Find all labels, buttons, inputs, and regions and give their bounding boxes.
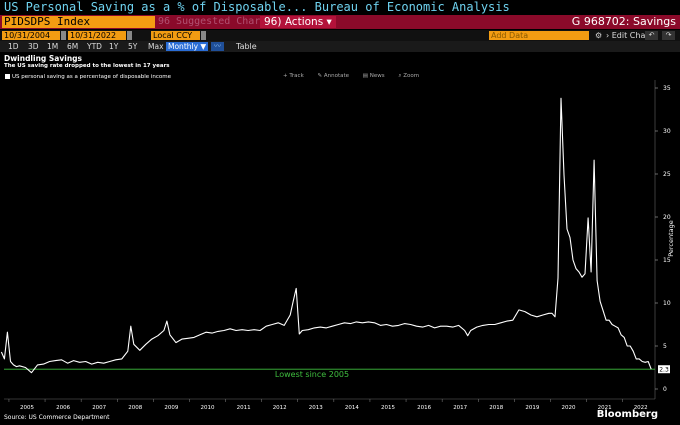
- range-bar: 1D 3D 1M 6M YTD 1Y 5Y Max Monthly ▼ 〰 Ta…: [0, 41, 680, 52]
- table-button[interactable]: Table: [236, 42, 257, 51]
- x-tick-label: 2022: [634, 405, 648, 410]
- range-max[interactable]: Max: [148, 42, 164, 51]
- x-tick-label: 2021: [598, 405, 612, 410]
- edit-chart-button[interactable]: › Edit Chart: [606, 31, 652, 40]
- forward-icon[interactable]: ↷: [662, 31, 675, 40]
- range-3d[interactable]: 3D: [28, 42, 39, 51]
- chart-title: Dwindling Savings: [4, 54, 82, 63]
- title-bar: US Personal Saving as a % of Disposable.…: [0, 0, 680, 15]
- range-ytd[interactable]: YTD: [87, 42, 102, 51]
- series-line-saving-rate: [0, 97, 652, 374]
- x-tick-label: 2020: [562, 405, 576, 410]
- last-value-tag: [658, 365, 670, 374]
- security-title: US Personal Saving as a % of Disposable.…: [4, 0, 510, 14]
- y-tick-label: 35: [663, 85, 671, 92]
- chevron-down-icon: ▼: [200, 42, 207, 51]
- annotate-label: Annotate: [323, 73, 350, 79]
- settings-icon[interactable]: ⚙: [595, 31, 603, 40]
- range-5y[interactable]: 5Y: [128, 42, 138, 51]
- legend[interactable]: US personal saving as a percentage of di…: [5, 73, 171, 81]
- y-tick-label: 10: [663, 300, 671, 307]
- end-date-input[interactable]: 10/31/2022: [68, 31, 126, 40]
- range-1d[interactable]: 1D: [8, 42, 19, 51]
- y-tick-label: 20: [663, 214, 671, 221]
- y-tick-label: 30: [663, 128, 671, 135]
- legend-swatch: [5, 74, 10, 79]
- x-tick-label: 2013: [309, 405, 323, 410]
- command-bar: PIDSDPS Index 96 Suggested Charts 96) Ac…: [0, 15, 680, 29]
- x-tick-label: 2019: [525, 405, 539, 410]
- source-note: Source: US Commerce Department: [4, 414, 110, 421]
- chevron-right-icon: ›: [606, 31, 610, 40]
- x-tick-label: 2018: [489, 405, 503, 410]
- x-tick-label: 2006: [56, 405, 70, 410]
- currency-select[interactable]: Local CCY: [151, 31, 200, 40]
- chevron-down-icon: ▾: [326, 16, 332, 28]
- actions-label: Actions: [284, 16, 324, 28]
- chart-toolbar: + Track ✎ Annotate ▤ News ⌕ Zoom: [283, 72, 431, 80]
- y-tick-label: 0: [663, 386, 667, 393]
- date-control-bar: 10/31/2004 10/31/2022 Local CCY Add Data…: [0, 30, 680, 41]
- periodicity-label: Monthly: [168, 42, 199, 51]
- range-6m[interactable]: 6M: [67, 42, 79, 51]
- periodicity-select[interactable]: Monthly ▼: [166, 42, 209, 51]
- edit-chart-label: Edit Chart: [611, 31, 652, 40]
- end-date-dropdown-icon[interactable]: [127, 31, 132, 40]
- start-date-dropdown-icon[interactable]: [61, 31, 66, 40]
- zoom-label: Zoom: [403, 73, 420, 79]
- x-tick-label: 2009: [164, 405, 178, 410]
- ticker-input[interactable]: PIDSDPS Index: [2, 16, 155, 28]
- x-tick-label: 2007: [92, 405, 106, 410]
- news-label: News: [369, 73, 385, 79]
- chart-subtitle: The US saving rate dropped to the lowest…: [4, 63, 170, 69]
- x-tick-label: 2010: [201, 405, 215, 410]
- actions-prefix: 96): [264, 16, 282, 28]
- bloomberg-logo: Bloomberg: [596, 409, 658, 420]
- x-tick-label: 2016: [417, 405, 431, 410]
- track-label: Track: [289, 73, 304, 79]
- add-data-input[interactable]: Add Data: [489, 31, 589, 40]
- x-tick-label: 2012: [273, 405, 287, 410]
- x-tick-label: 2017: [453, 405, 467, 410]
- legend-label: US personal saving as a percentage of di…: [12, 74, 171, 80]
- y-tick-label: 5: [663, 343, 667, 350]
- range-1m[interactable]: 1M: [47, 42, 59, 51]
- line-chart-icon[interactable]: 〰: [211, 42, 224, 51]
- suggested-charts-link[interactable]: 96 Suggested Charts: [158, 16, 273, 27]
- news-button[interactable]: ▤ News: [362, 73, 385, 79]
- back-icon[interactable]: ↶: [645, 31, 658, 40]
- x-tick-label: 2015: [381, 405, 395, 410]
- threshold-label: Lowest since 2005: [275, 370, 349, 379]
- actions-menu-button[interactable]: 96) Actions ▾: [260, 16, 336, 28]
- x-tick-label: 2014: [345, 405, 359, 410]
- y-tick-label: 15: [663, 257, 671, 264]
- x-tick-label: 2011: [237, 405, 251, 410]
- y-tick-label: 25: [663, 171, 671, 178]
- chart-id-label: G 968702: Savings: [571, 15, 676, 28]
- x-tick-label: 2005: [20, 405, 34, 410]
- y-axis-label: Percentage: [667, 220, 675, 257]
- range-1y[interactable]: 1Y: [109, 42, 119, 51]
- track-button[interactable]: + Track: [283, 73, 304, 79]
- last-value-label: 2.3: [659, 366, 669, 373]
- x-tick-label: 2008: [128, 405, 142, 410]
- annotate-button[interactable]: ✎ Annotate: [317, 73, 350, 79]
- saving-rate-chart[interactable]: 0 5 10 15 20 25 30 35 Percentage 2005 2006 2007 2008…: [0, 80, 680, 410]
- start-date-input[interactable]: 10/31/2004: [2, 31, 60, 40]
- currency-dropdown-icon[interactable]: [201, 31, 206, 40]
- zoom-button[interactable]: ⌕ Zoom: [398, 73, 420, 79]
